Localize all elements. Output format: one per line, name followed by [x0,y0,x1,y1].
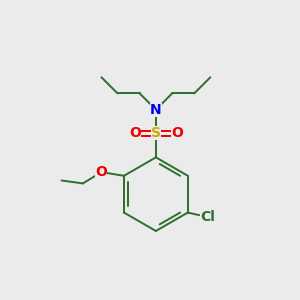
Text: O: O [129,126,141,140]
Text: Cl: Cl [200,210,215,224]
Text: N: N [150,103,162,117]
Text: O: O [171,126,183,140]
Text: O: O [95,165,107,179]
Text: S: S [151,126,161,140]
